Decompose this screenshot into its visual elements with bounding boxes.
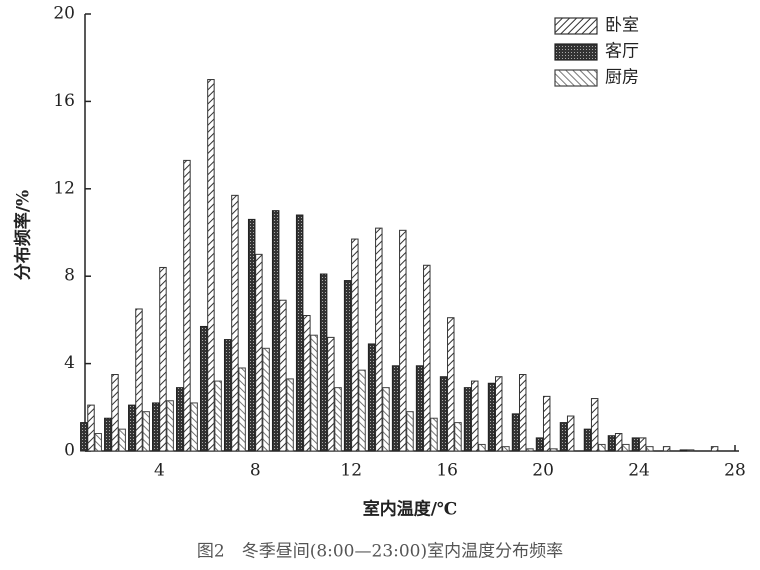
bar xyxy=(590,398,599,452)
bar xyxy=(511,413,520,452)
bar xyxy=(207,79,215,452)
bar xyxy=(286,378,294,452)
bar xyxy=(679,449,688,452)
bar xyxy=(614,433,623,452)
bar xyxy=(622,443,630,452)
bar xyxy=(128,404,136,452)
y-tick-label: 4 xyxy=(64,353,75,373)
legend-swatch xyxy=(554,43,598,61)
bar xyxy=(454,422,462,452)
bar xyxy=(238,367,246,452)
bar xyxy=(80,422,88,452)
bar xyxy=(487,382,496,452)
bar xyxy=(423,264,431,452)
bar xyxy=(463,387,472,452)
bar xyxy=(559,422,568,452)
bar xyxy=(391,365,400,452)
bar xyxy=(183,159,191,452)
bar xyxy=(358,369,366,452)
bar xyxy=(518,374,527,452)
bar xyxy=(526,448,534,452)
bar xyxy=(111,374,119,452)
x-tick-label: 8 xyxy=(250,461,261,481)
legend-label: 卧室 xyxy=(605,16,639,36)
bar xyxy=(447,317,455,452)
bar xyxy=(255,253,263,452)
bar xyxy=(351,238,359,452)
bar xyxy=(327,336,335,452)
bar xyxy=(142,411,150,452)
bar xyxy=(686,449,695,452)
y-axis-label: 分布频率/% xyxy=(13,190,34,280)
x-tick-label: 24 xyxy=(628,461,650,481)
y-tick-label: 8 xyxy=(64,266,75,286)
legend-swatch xyxy=(554,17,598,35)
bar xyxy=(583,428,592,452)
bar xyxy=(631,437,640,452)
bar xyxy=(223,339,232,452)
bar xyxy=(430,417,438,452)
bar xyxy=(598,443,606,452)
bar xyxy=(295,214,304,452)
bar xyxy=(247,218,256,452)
bar xyxy=(152,402,160,452)
bar xyxy=(303,315,311,452)
bar xyxy=(439,376,448,452)
bar xyxy=(662,446,671,452)
bar xyxy=(214,380,222,452)
legend-label: 客厅 xyxy=(605,42,639,62)
bar xyxy=(118,428,126,452)
bar xyxy=(535,437,544,452)
bar xyxy=(104,417,112,452)
bar xyxy=(566,415,575,452)
x-tick-label: 16 xyxy=(436,461,458,481)
x-tick-label: 12 xyxy=(340,461,362,481)
x-tick-label: 4 xyxy=(154,461,165,481)
bar xyxy=(399,229,407,452)
bar xyxy=(542,395,551,452)
bar xyxy=(415,365,424,452)
bar xyxy=(367,343,376,452)
y-tick-label: 20 xyxy=(53,4,75,24)
bar xyxy=(406,411,414,452)
bar xyxy=(319,273,328,452)
bar xyxy=(87,404,95,452)
x-tick-label: 20 xyxy=(532,461,554,481)
bar xyxy=(94,433,102,452)
y-tick-label: 12 xyxy=(53,178,75,198)
bar xyxy=(550,448,558,452)
x-tick-label: 28 xyxy=(724,461,746,481)
bar xyxy=(271,210,280,452)
bar xyxy=(607,435,616,452)
x-axis-label: 室内温度/℃ xyxy=(363,499,458,520)
bar xyxy=(135,308,143,452)
bar xyxy=(375,227,383,452)
bar xyxy=(495,376,503,452)
bar xyxy=(478,443,486,452)
bar xyxy=(310,334,318,452)
bar xyxy=(190,402,198,452)
legend-swatch xyxy=(554,69,598,87)
bar xyxy=(159,266,167,452)
y-tick-label: 16 xyxy=(53,91,75,111)
legend-label: 厨房 xyxy=(605,68,639,88)
bar xyxy=(279,299,287,452)
bar xyxy=(166,400,174,452)
y-tick-label: 0 xyxy=(64,441,75,461)
bar xyxy=(638,437,647,452)
bar xyxy=(710,446,719,452)
bar xyxy=(502,446,510,452)
bar xyxy=(382,387,390,452)
caption: 图2 冬季昼间(8:00—23:00)室内温度分布频率 xyxy=(197,542,563,562)
bar xyxy=(471,380,479,452)
bar xyxy=(334,387,342,452)
bar xyxy=(262,347,270,452)
bar xyxy=(176,387,184,452)
bar xyxy=(199,325,208,452)
bar xyxy=(231,194,239,452)
bar xyxy=(343,280,352,452)
bar xyxy=(646,446,654,452)
